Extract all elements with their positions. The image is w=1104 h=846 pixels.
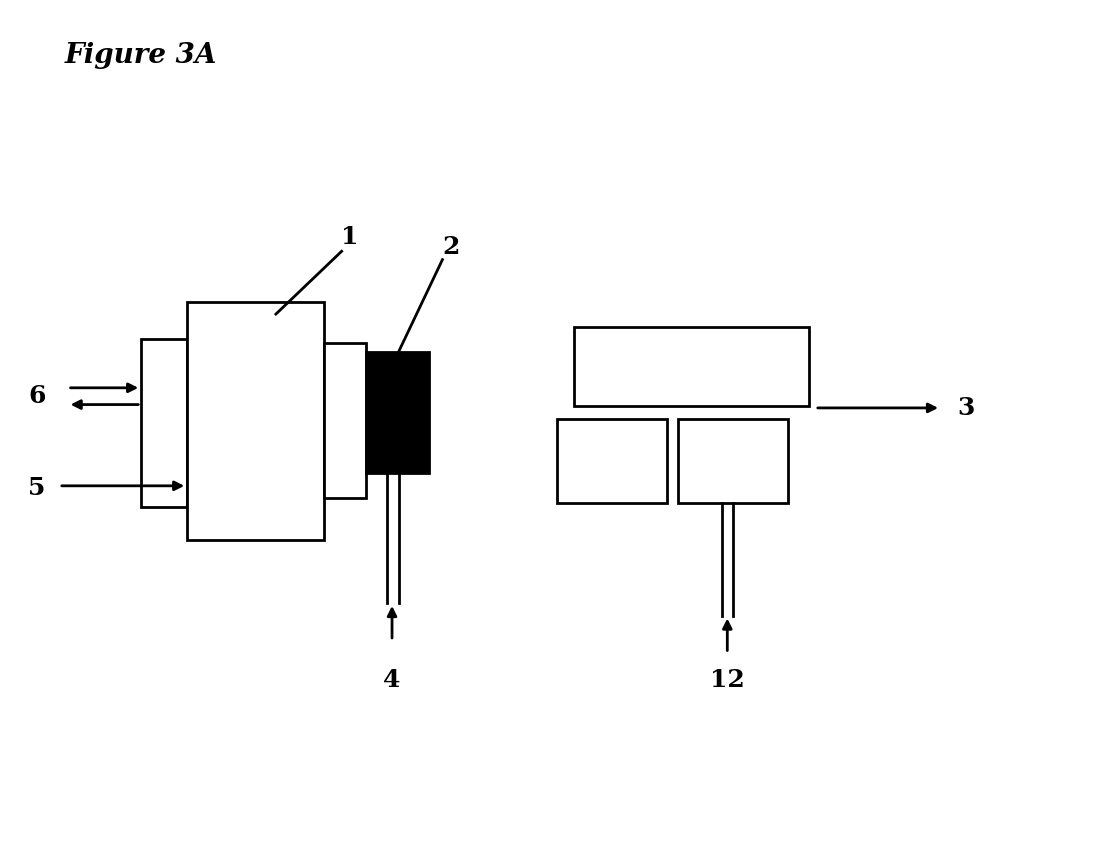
Bar (325, 343, 365, 498)
Text: 12: 12 (710, 667, 745, 691)
Text: 1: 1 (341, 225, 358, 249)
Bar (574, 327, 809, 406)
Bar (188, 301, 325, 541)
Text: 3: 3 (957, 396, 975, 420)
Text: 6: 6 (29, 384, 45, 408)
Text: 5: 5 (29, 475, 45, 499)
Bar (558, 419, 667, 503)
Text: Figure 3A: Figure 3A (64, 41, 216, 69)
Bar (678, 419, 787, 503)
Bar (141, 339, 188, 507)
Bar (365, 352, 429, 473)
Text: 2: 2 (443, 235, 460, 259)
Text: 4: 4 (383, 667, 401, 691)
